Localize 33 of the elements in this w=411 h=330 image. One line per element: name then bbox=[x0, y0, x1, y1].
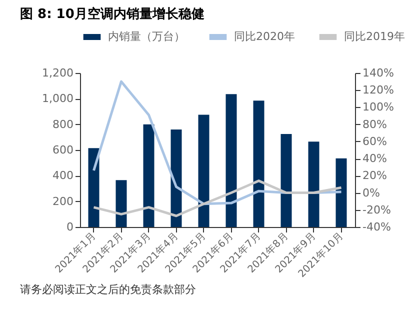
y-tick-label: 800 bbox=[52, 118, 74, 131]
legend-label: 同比2019年 bbox=[344, 30, 405, 43]
y2-tick-label: 20% bbox=[362, 169, 387, 182]
bar bbox=[226, 94, 237, 227]
bar bbox=[336, 158, 347, 227]
y-tick-label: 400 bbox=[52, 169, 74, 182]
legend-label: 内销量（万台） bbox=[108, 30, 185, 43]
bar bbox=[253, 100, 264, 227]
bar bbox=[198, 114, 210, 227]
line-series bbox=[92, 180, 342, 218]
bar bbox=[116, 180, 127, 227]
y2-tick-label: 0% bbox=[362, 186, 380, 200]
y2-tick-label: -20% bbox=[362, 203, 391, 216]
bar bbox=[143, 124, 154, 227]
y2-tick-label: 80% bbox=[362, 118, 387, 131]
text: 请务必阅读正文之后的免责条款部分 bbox=[20, 283, 196, 296]
y2-tick-label: 140% bbox=[362, 66, 394, 80]
y-tick-label: 1,200 bbox=[42, 66, 74, 80]
bar bbox=[280, 134, 292, 227]
y-tick-label: 0 bbox=[66, 220, 74, 234]
y-tick-label: 600 bbox=[52, 144, 74, 156]
y2-tick-label: 60% bbox=[362, 134, 387, 148]
y2-tick-label: 40% bbox=[362, 152, 387, 166]
bar bbox=[88, 148, 100, 227]
chart-title: 图 8: 10月空调内销量增长稳健 bbox=[20, 6, 204, 22]
legend-label: 同比2020年 bbox=[234, 30, 295, 43]
y2-tick-label: 100% bbox=[362, 100, 394, 114]
y-tick-label: 200 bbox=[52, 194, 74, 208]
bar bbox=[308, 142, 320, 227]
y2-tick-label: 120% bbox=[362, 84, 394, 97]
y2-tick-label: -40% bbox=[362, 220, 391, 234]
y-tick-label: 1,000 bbox=[42, 92, 74, 106]
bar bbox=[170, 129, 182, 227]
